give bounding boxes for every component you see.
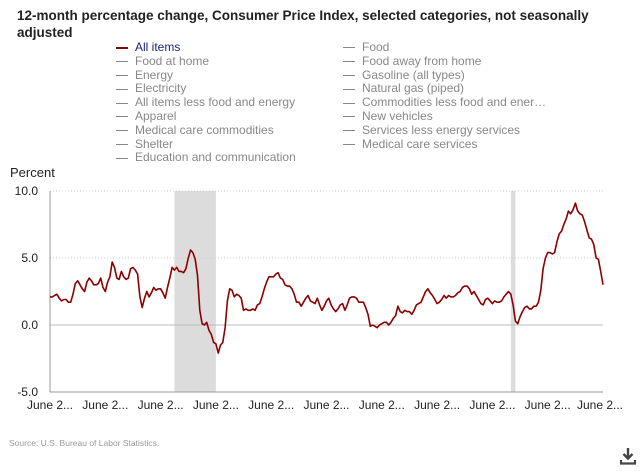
legend-item[interactable]: Medical care commodities	[116, 123, 274, 137]
x-tick-label: June 2...	[138, 398, 184, 412]
series-line-all-items	[50, 202, 604, 354]
legend-label: Food at home	[135, 53, 210, 68]
legend-line-icon	[343, 102, 355, 104]
legend-line-icon	[116, 88, 128, 90]
legend-line-icon	[116, 116, 128, 118]
legend-item[interactable]: All items	[116, 40, 180, 54]
legend-line-icon	[343, 61, 355, 63]
y-tick-label: -5.0	[17, 385, 38, 399]
legend-label: Food	[362, 40, 390, 54]
legend-label: New vehicles	[362, 109, 433, 123]
legend-item[interactable]: Electricity	[116, 81, 186, 95]
legend-label: Medical care commodities	[135, 122, 274, 137]
legend-line-icon	[116, 46, 128, 49]
legend-item[interactable]: New vehicles	[343, 109, 433, 123]
legend-item[interactable]: Food at home	[116, 54, 209, 68]
legend-item[interactable]: Food away from home	[343, 54, 481, 68]
y-tick-label: 0.0	[21, 318, 38, 332]
legend-item[interactable]: Medical care services	[343, 137, 477, 151]
legend-label: Shelter	[135, 136, 174, 151]
download-icon[interactable]	[620, 447, 636, 465]
recession-shading	[510, 191, 516, 392]
y-tick-label: 5.0	[21, 251, 38, 265]
legend-label: Medical care services	[362, 136, 478, 151]
legend-item[interactable]: Natural gas (piped)	[343, 81, 464, 95]
x-tick-label: June 2...	[469, 398, 515, 412]
legend-label: All items	[135, 40, 181, 54]
legend-label: Electricity	[135, 81, 187, 96]
legend-label: Education and communication	[135, 150, 296, 165]
legend-line-icon	[116, 143, 128, 145]
legend-label: Energy	[135, 67, 174, 82]
x-tick-label: June 2...	[359, 398, 405, 412]
legend-line-icon	[343, 143, 355, 145]
x-tick-label: June 2...	[414, 398, 460, 412]
legend-label: Natural gas (piped)	[362, 81, 465, 96]
legend-label: Apparel	[135, 109, 177, 123]
y-tick-label: 10.0	[15, 184, 39, 198]
recession-shading	[174, 191, 216, 392]
legend-item[interactable]: Apparel	[116, 109, 176, 123]
legend-item[interactable]: Services less energy services	[343, 123, 520, 137]
legend-item[interactable]: Food	[343, 40, 389, 54]
legend-line-icon	[343, 130, 355, 132]
legend-label: Gasoline (all types)	[362, 67, 465, 82]
legend-line-icon	[116, 102, 128, 104]
x-tick-label: June 2...	[27, 398, 73, 412]
legend-line-icon	[116, 130, 128, 132]
legend-line-icon	[343, 88, 355, 90]
legend-item[interactable]: Education and communication	[116, 150, 296, 164]
legend-item[interactable]: Shelter	[116, 137, 173, 151]
x-tick-label: June 2...	[303, 398, 349, 412]
x-tick-label: June 2...	[193, 398, 239, 412]
chart-title: 12-month percentage change, Consumer Pri…	[17, 8, 589, 40]
x-tick-label: June 2...	[248, 398, 294, 412]
legend-label: All items less food and energy	[135, 95, 296, 110]
legend-label: Services less energy services	[362, 122, 521, 137]
x-tick-label: June 2...	[525, 398, 571, 412]
legend-line-icon	[343, 47, 355, 49]
legend-line-icon	[116, 157, 128, 159]
legend-item[interactable]: Gasoline (all types)	[343, 68, 465, 82]
legend-item[interactable]: Energy	[116, 68, 173, 82]
x-tick-label: June 2...	[577, 398, 623, 412]
legend-line-icon	[343, 116, 355, 118]
legend-line-icon	[116, 74, 128, 76]
legend-line-icon	[343, 74, 355, 76]
legend-item[interactable]: All items less food and energy	[116, 95, 295, 109]
legend-line-icon	[116, 61, 128, 63]
source-note: Source: U.S. Bureau of Labor Statistics.	[9, 438, 160, 448]
legend-label: Food away from home	[362, 53, 482, 68]
y-axis-label: Percent	[10, 165, 55, 180]
legend-label: Commodities less food and ener…	[362, 95, 547, 110]
x-tick-label: June 2...	[82, 398, 128, 412]
legend-item[interactable]: Commodities less food and ener…	[343, 95, 546, 109]
